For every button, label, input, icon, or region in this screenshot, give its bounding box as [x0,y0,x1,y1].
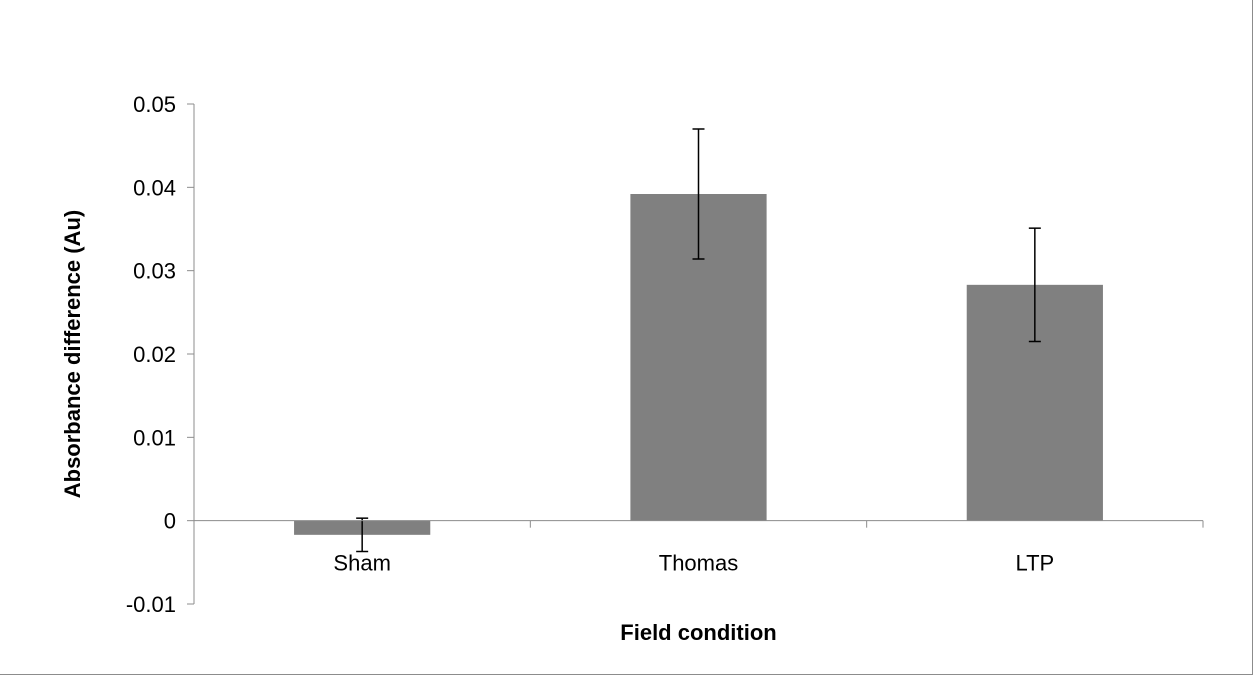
bars-layer [294,194,1103,535]
x-tick-label-ltp: LTP [1015,551,1054,576]
y-tick-label: 0.04 [133,175,176,200]
x-tick-label-sham: Sham [333,551,390,576]
y-tick-label: 0 [164,509,176,534]
y-tick-label: 0.01 [133,425,176,450]
x-axis-title: Field condition [620,620,776,645]
y-tick-label: 0.05 [133,92,176,117]
y-axis-title: Absorbance difference (Au) [60,210,85,499]
y-tick-label: 0.02 [133,342,176,367]
y-ticks-layer: 0.05 0.04 0.03 0.02 0.01 0 -0.01 [126,92,194,617]
error-bar-thomas [692,128,705,260]
error-bar-ltp [1028,227,1041,343]
y-tick-label: -0.01 [126,592,176,617]
error-bar-sham [356,517,369,553]
x-tick-label-thomas: Thomas [659,551,738,576]
y-tick-label: 0.03 [133,259,176,284]
error-bars-layer [356,128,1041,553]
x-ticks-layer: Sham Thomas LTP [193,520,1204,576]
